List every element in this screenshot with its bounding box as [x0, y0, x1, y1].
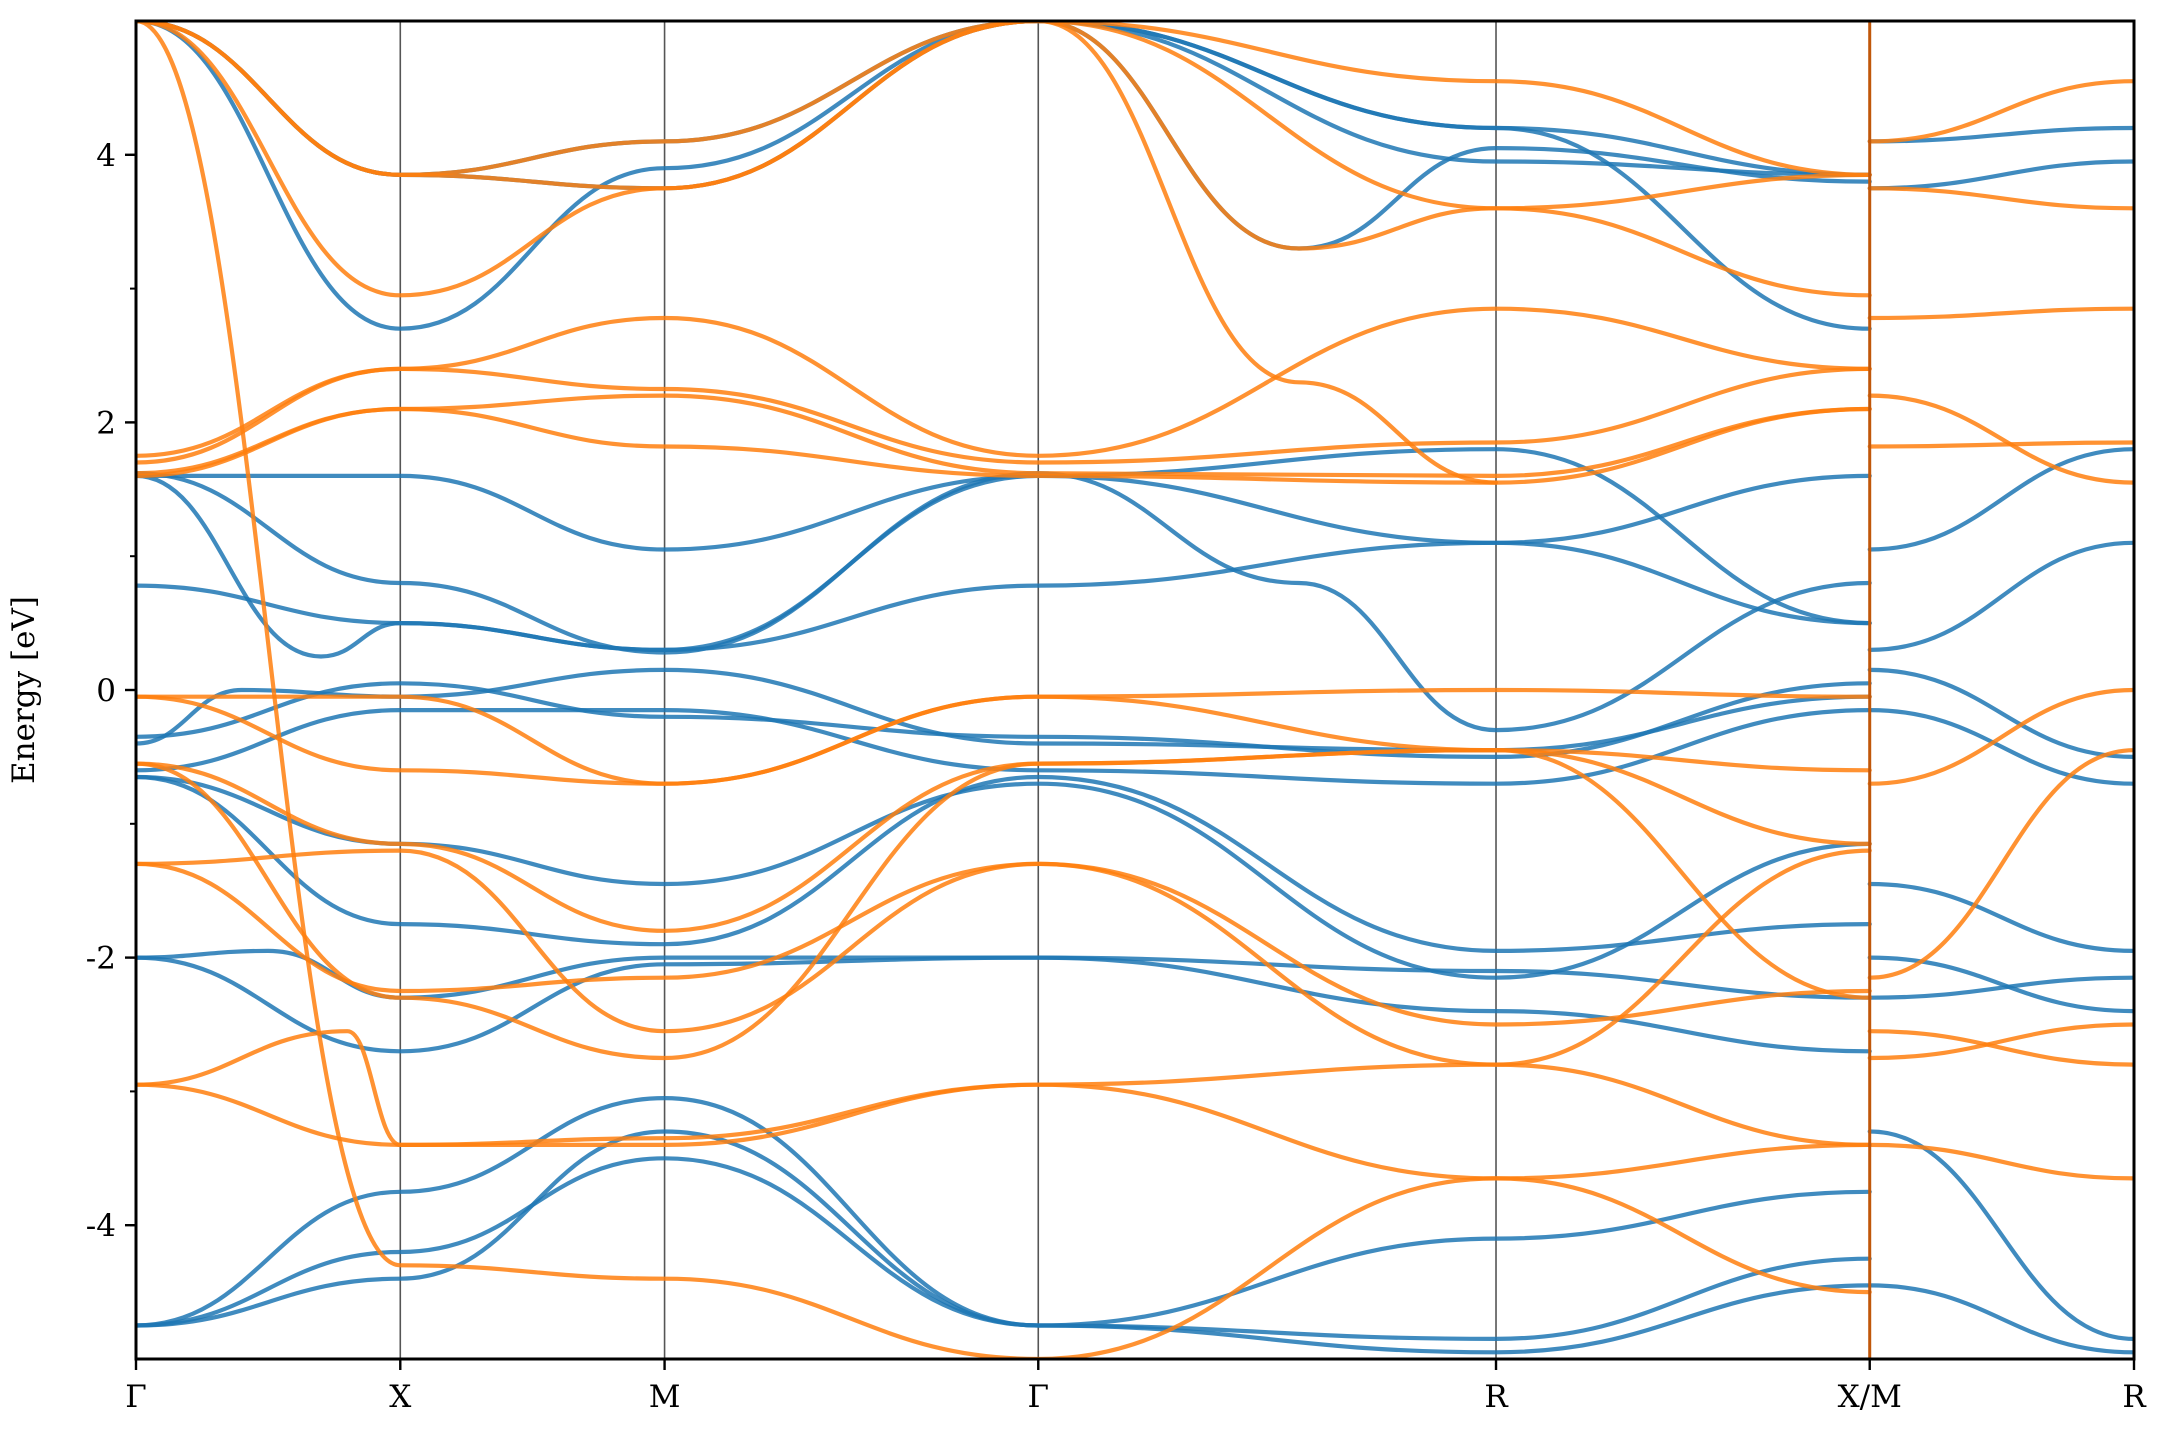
- band-line-series-1: [136, 540, 1872, 652]
- x-tick-label: Γ: [125, 1379, 147, 1415]
- x-tick-label: M: [649, 1379, 681, 1415]
- band-line-series-2: [136, 21, 1041, 1359]
- band-line-series-2: [1867, 1142, 2134, 1181]
- band-line-series-2: [1867, 306, 2134, 321]
- band-line-series-1: [1867, 708, 2134, 786]
- band-line-series-1: [136, 21, 1872, 191]
- band-line-series-2: [1867, 393, 2134, 485]
- band-line-series-2: [1867, 1022, 2134, 1061]
- band-line-series-1: [136, 473, 1872, 552]
- band-line-series-1: [136, 1129, 1872, 1355]
- x-tick-label: X/M: [1838, 1379, 1902, 1415]
- band-line-series-2: [136, 848, 1872, 1067]
- band-line-series-1: [136, 1096, 1872, 1328]
- band-lines: [136, 21, 2134, 1359]
- band-line-series-1: [136, 667, 1872, 753]
- band-line-series-2: [136, 748, 1872, 1061]
- band-line-series-1: [1867, 1283, 2134, 1355]
- plot-frame: [134, 19, 2136, 1361]
- y-tick-label: -4: [86, 1208, 116, 1244]
- band-line-series-2: [1867, 687, 2134, 786]
- band-line-series-2: [1867, 79, 2134, 144]
- band-line-series-2: [1867, 440, 2134, 449]
- band-line-series-2: [136, 306, 1872, 458]
- band-line-series-2: [1036, 1176, 1872, 1359]
- band-line-series-1: [136, 21, 1872, 331]
- band-line-series-1: [1867, 1129, 2134, 1341]
- band-line-series-2: [136, 748, 1872, 933]
- band-line-series-2: [136, 21, 1872, 298]
- band-line-series-1: [136, 1156, 1872, 1341]
- y-tick-label: 4: [96, 138, 116, 174]
- band-line-series-1: [136, 447, 1872, 659]
- band-line-series-2: [136, 1029, 1872, 1148]
- x-tick-label: R: [2122, 1379, 2147, 1415]
- y-tick-label: 0: [96, 673, 116, 709]
- band-line-series-1: [1867, 447, 2134, 552]
- band-line-series-1: [136, 681, 1872, 759]
- y-tick-label: 2: [96, 405, 116, 441]
- band-line-series-2: [1867, 186, 2134, 211]
- band-line-series-1: [136, 774, 1872, 953]
- x-axis: Γ X M Γ R X/M R: [125, 1359, 2147, 1415]
- x-tick-label: X: [389, 1379, 411, 1415]
- band-line-series-2: [136, 1082, 1872, 1181]
- band-line-series-2: [1036, 21, 1499, 485]
- band-line-series-2: [136, 366, 1872, 465]
- band-line-series-2: [1867, 1029, 2134, 1067]
- y-tick-label: -2: [86, 941, 116, 977]
- band-line-series-1: [1867, 975, 2134, 1000]
- band-line-series-1: [1867, 159, 2134, 191]
- band-line-series-1: [1867, 881, 2134, 953]
- band-line-series-1: [1867, 667, 2134, 759]
- band-line-series-2: [136, 393, 1872, 478]
- x-tick-label: Γ: [1028, 1379, 1050, 1415]
- band-line-series-1: [1867, 955, 2134, 1014]
- band-line-series-1: [1036, 21, 1872, 251]
- band-line-series-2: [136, 21, 1872, 177]
- y-axis: -4 -2 0 2 4: [86, 138, 136, 1244]
- band-line-series-2: [1867, 748, 2134, 980]
- band-line-series-2: [136, 694, 1872, 786]
- band-line-series-1: [1867, 540, 2134, 652]
- band-line-series-2: [136, 861, 1872, 1027]
- band-line-series-1: [136, 955, 1872, 1054]
- band-line-series-1: [136, 707, 1872, 786]
- y-axis-label: Energy [eV]: [6, 596, 42, 784]
- x-tick-label: R: [1484, 1379, 1509, 1415]
